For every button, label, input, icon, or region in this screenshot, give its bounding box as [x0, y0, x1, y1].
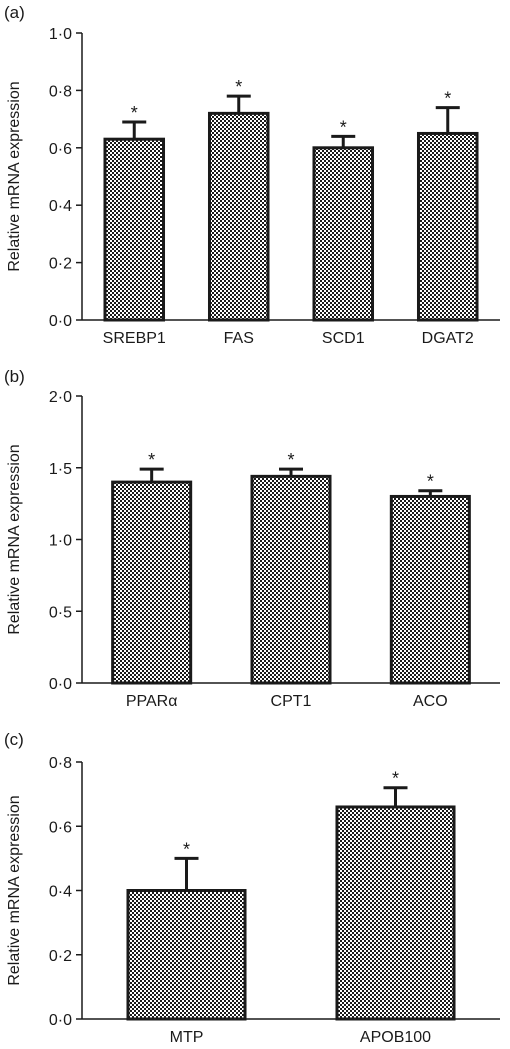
significance-marker: *	[444, 89, 451, 109]
x-tick-label: SCD1	[322, 330, 365, 347]
panel-2: (b) Relative mRNA expression 0·0 0·5 1·0 1·5 2…	[4, 367, 500, 710]
y-tick-label: 0·4	[49, 198, 72, 215]
panel-label: (b)	[4, 367, 25, 386]
significance-marker: *	[392, 769, 399, 789]
y-tick-label: 1·0	[49, 533, 72, 550]
significance-marker: *	[235, 77, 242, 97]
x-tick-label: ACO	[413, 693, 448, 710]
bar-cpt1	[250, 474, 332, 685]
y-tick-label: 0·6	[49, 819, 72, 836]
x-tick-label: MTP	[170, 1029, 204, 1046]
y-tick-label: 0·0	[49, 676, 72, 693]
x-tick-label: FAS	[224, 330, 254, 347]
significance-marker: *	[340, 117, 347, 137]
y-tick-label: 0·8	[49, 83, 72, 100]
y-axis-title: Relative mRNA expression	[6, 81, 23, 271]
panel-label: (c)	[4, 730, 24, 749]
bar-pparα	[111, 480, 193, 685]
y-axis-title: Relative mRNA expression	[6, 795, 23, 985]
significance-marker: *	[427, 472, 434, 492]
bar-mtp	[126, 889, 247, 1021]
significance-marker: *	[183, 839, 190, 859]
bar-scd1	[312, 146, 375, 322]
y-tick-label: 0·2	[49, 948, 72, 965]
panel-1: (a) Relative mRNA expression 0·0 0·2 0·4 0·6 0…	[4, 3, 500, 347]
y-tick-label: 2·0	[49, 389, 72, 406]
bar-aco	[389, 494, 471, 685]
x-tick-label: DGAT2	[422, 330, 474, 347]
x-tick-label: SREBP1	[103, 330, 166, 347]
significance-marker: *	[131, 103, 138, 123]
bar-fas	[207, 111, 270, 322]
x-tick-label: APOB100	[360, 1029, 431, 1046]
x-tick-label: CPT1	[271, 693, 312, 710]
y-tick-label: 0·6	[49, 141, 72, 158]
panel-3: (c) Relative mRNA expression 0·0 0·2 0·4 0·6 0…	[4, 730, 500, 1046]
y-tick-label: 0·4	[49, 884, 72, 901]
y-tick-label: 0·8	[49, 755, 72, 772]
y-axis-title: Relative mRNA expression	[6, 444, 23, 634]
significance-marker: *	[148, 450, 155, 470]
y-tick-label: 1·0	[49, 26, 72, 43]
y-tick-label: 1·5	[49, 461, 72, 478]
y-tick-label: 0·2	[49, 256, 72, 273]
y-tick-label: 0·0	[49, 313, 72, 330]
panel-label: (a)	[4, 3, 25, 22]
y-tick-label: 0·0	[49, 1012, 72, 1029]
significance-marker: *	[287, 450, 294, 470]
y-tick-label: 0·5	[49, 604, 72, 621]
x-tick-label: PPARα	[126, 693, 178, 710]
bar-apob100	[335, 805, 456, 1021]
bar-dgat2	[416, 131, 479, 322]
bar-srebp1	[103, 137, 166, 322]
